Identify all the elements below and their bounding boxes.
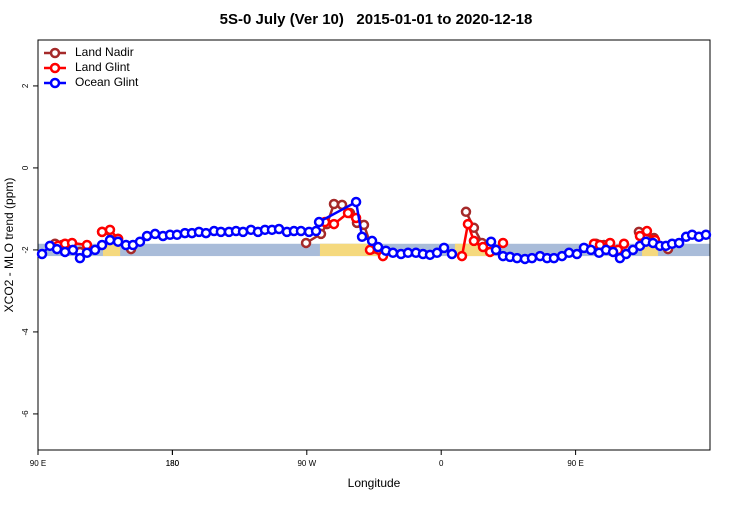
point: [485, 236, 497, 247]
point: [350, 196, 362, 208]
point: [36, 248, 48, 260]
point: [104, 224, 116, 236]
chart-title: 5S-0 July (Ver 10) 2015-01-01 to 2020-12…: [220, 11, 533, 28]
point: [215, 226, 227, 238]
point: [310, 225, 322, 237]
x-tick-label: 0: [439, 459, 444, 468]
point: [300, 237, 312, 249]
x-axis-label: Longitude: [348, 476, 401, 490]
point: [700, 229, 712, 240]
point: [328, 218, 340, 230]
point: [387, 247, 399, 259]
point: [89, 244, 101, 256]
point: [618, 238, 630, 250]
point: [200, 227, 212, 239]
point: [607, 246, 619, 258]
y-axis-label: XCO2 - MLO trend (ppm): [2, 178, 16, 313]
point: [673, 237, 685, 249]
point: [460, 206, 472, 218]
plot-frame: [37, 39, 711, 451]
point: [372, 241, 384, 253]
point: [563, 247, 575, 259]
point: [462, 218, 474, 230]
y-tick-label: -4: [21, 328, 30, 336]
x-tick-label: 180: [166, 459, 180, 468]
legend-marker: [49, 77, 61, 89]
legend-marker: [49, 47, 61, 59]
x-tick-label: 180: [166, 459, 180, 468]
legend-label: Land Glint: [75, 60, 130, 74]
point: [295, 225, 307, 237]
point: [96, 239, 108, 251]
legend-label: Land Nadir: [75, 45, 134, 59]
point: [497, 237, 509, 249]
point: [313, 216, 325, 228]
point: [490, 244, 502, 256]
point: [104, 234, 116, 246]
land-span: [102, 243, 121, 257]
point: [356, 231, 368, 243]
point: [342, 207, 354, 219]
point: [438, 242, 450, 254]
point: [571, 248, 583, 260]
y-tick-label: 0: [21, 165, 30, 170]
y-tick-label: -6: [21, 410, 30, 418]
point: [364, 244, 376, 256]
point: [585, 244, 597, 256]
point: [81, 247, 93, 259]
point: [134, 236, 146, 247]
point: [141, 230, 153, 242]
point: [456, 250, 468, 262]
x-tick-label: 90 E: [567, 459, 583, 468]
point: [548, 252, 560, 264]
point: [641, 225, 653, 237]
legend-marker: [49, 62, 61, 74]
point: [366, 235, 378, 247]
point: [446, 248, 458, 260]
point: [468, 235, 480, 247]
point: [526, 252, 538, 264]
point: [634, 230, 646, 242]
point: [328, 198, 340, 210]
x-tick-label: 90 W: [297, 459, 316, 468]
legend-label: Ocean Glint: [75, 75, 139, 89]
y-tick-label: -2: [21, 246, 30, 254]
x-tick-label: 90 E: [30, 459, 46, 468]
land-span: [319, 243, 379, 257]
point: [67, 244, 79, 256]
y-tick-label: 2: [21, 83, 30, 88]
point: [74, 252, 86, 264]
point: [431, 247, 443, 259]
point: [477, 241, 489, 253]
point: [51, 243, 63, 255]
